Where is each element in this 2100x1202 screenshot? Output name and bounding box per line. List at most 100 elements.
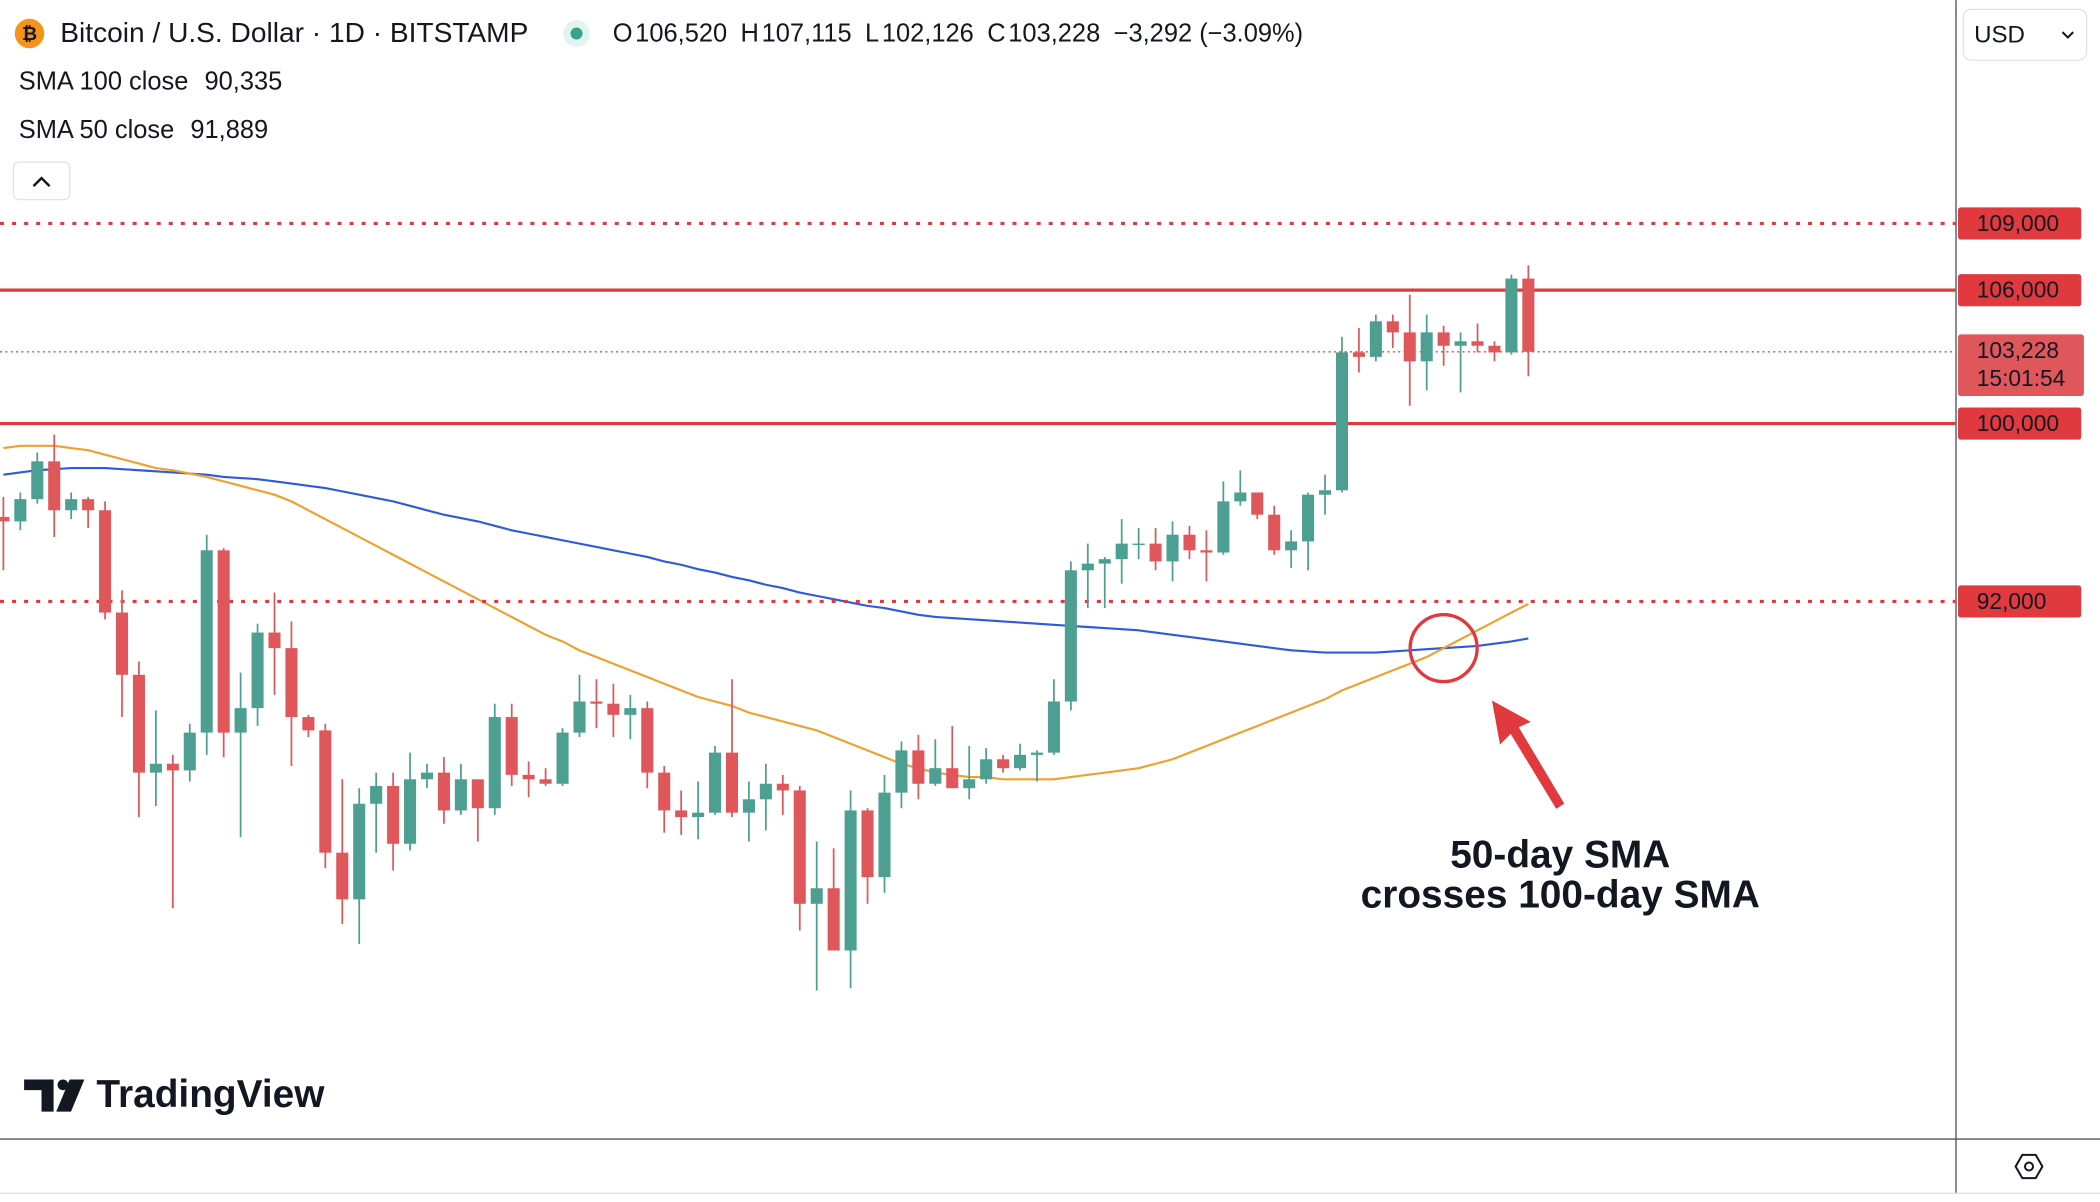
currency-label: USD — [1974, 22, 2025, 49]
ohlc-value: 102,126 — [882, 20, 974, 48]
candle-body — [149, 763, 162, 773]
countdown-label: 15:01:54 — [1977, 365, 2066, 391]
candle-body — [387, 785, 400, 844]
candle-body — [488, 717, 501, 809]
candle-body — [997, 759, 1010, 769]
currency-button[interactable] — [1962, 8, 2088, 61]
candle-body — [624, 708, 637, 715]
candle-body — [725, 752, 739, 813]
candle-body — [742, 799, 755, 813]
candle-body — [1488, 345, 1501, 353]
candle-body — [1403, 332, 1416, 362]
candle-body — [48, 461, 61, 511]
candle-body — [14, 499, 27, 522]
candle-body — [1030, 752, 1044, 755]
collapse-button[interactable] — [12, 161, 71, 201]
candle-body — [861, 810, 874, 878]
level-label-box — [1958, 585, 2082, 618]
candle-body — [1420, 332, 1433, 362]
legend-value: 91,889 — [190, 116, 268, 144]
candle-body — [827, 888, 840, 951]
candle-body — [1335, 352, 1349, 491]
level-label-box — [1958, 407, 2082, 440]
candle-body — [302, 717, 315, 731]
candle-body — [454, 779, 467, 811]
candle-body — [1386, 321, 1399, 333]
candle-body — [844, 810, 857, 951]
candle-body — [793, 790, 806, 904]
candle-body — [82, 499, 95, 511]
candle-body — [166, 763, 179, 771]
candle-body — [285, 648, 298, 718]
ohlc-key: O — [613, 20, 633, 48]
candle-body — [1200, 550, 1213, 553]
candle-body — [1369, 321, 1382, 357]
candle-body — [370, 785, 383, 804]
sma-line — [3, 466, 1529, 654]
cross-circle — [1408, 612, 1479, 684]
candle-body — [1047, 701, 1060, 753]
last-price-label: 103,228 — [1977, 337, 2059, 363]
candle-body — [675, 810, 688, 818]
candle-body — [1285, 541, 1298, 551]
candle-body — [1454, 341, 1467, 346]
candle-body — [1251, 492, 1264, 515]
brand-logo-tri — [56, 1079, 85, 1112]
candle-body — [980, 759, 993, 780]
candle-body — [1234, 492, 1247, 502]
candle-body — [319, 730, 332, 853]
annotation-text: 50-day SMA — [1450, 833, 1670, 876]
candle-body — [1522, 278, 1535, 352]
settings-icon-dot — [2023, 1161, 2035, 1172]
candle-body — [522, 774, 535, 780]
level-label: 92,000 — [1977, 588, 2047, 614]
candle-body — [556, 732, 569, 784]
change-value: −3,292 (−3.09%) — [1114, 20, 1304, 48]
last-price-box — [1958, 334, 2084, 396]
chevron — [2061, 31, 2074, 39]
settings-icon[interactable] — [2014, 1153, 2044, 1180]
candle-body — [641, 708, 654, 773]
candle-body — [1098, 559, 1111, 564]
candle-body — [1115, 543, 1128, 560]
ohlc-value: 103,228 — [1008, 20, 1100, 48]
candle-body — [1132, 543, 1145, 545]
symbol-icon — [14, 18, 45, 49]
ohlc-value: 106,520 — [635, 20, 727, 48]
brand-logo — [24, 1079, 54, 1112]
candle-body — [1505, 278, 1518, 353]
candle-body — [404, 779, 417, 844]
symbol-icon-glyph: ₿ — [22, 23, 37, 44]
candle-body — [268, 632, 281, 649]
level-label: 106,000 — [1977, 277, 2059, 303]
candle-body — [1081, 563, 1094, 571]
candle-body — [1437, 332, 1450, 346]
candle-body — [132, 674, 145, 773]
candle-body — [607, 703, 620, 715]
candle-body — [65, 499, 78, 511]
collapse-chevron — [32, 176, 51, 188]
candle-body — [1268, 514, 1281, 551]
candle-body — [946, 768, 959, 789]
candle-body — [353, 803, 366, 900]
candle-body — [1183, 534, 1196, 551]
candle-body — [776, 783, 789, 791]
candle-body — [1319, 490, 1332, 495]
brand-logo-dot — [57, 1079, 69, 1091]
ohlc-value: 107,115 — [762, 20, 852, 48]
level-label-box — [1958, 274, 2082, 307]
candle-body — [912, 750, 925, 784]
candle-body — [183, 732, 196, 771]
candle-body — [200, 550, 213, 733]
ohlc-key: L — [865, 20, 879, 48]
plot — [0, 221, 1956, 991]
candle-body — [658, 772, 671, 811]
candle-body — [590, 701, 603, 704]
candle-body — [1217, 501, 1230, 553]
candle-body — [505, 717, 518, 775]
candle-body — [929, 768, 942, 784]
candle-body — [759, 783, 772, 800]
candle-body — [709, 752, 722, 813]
